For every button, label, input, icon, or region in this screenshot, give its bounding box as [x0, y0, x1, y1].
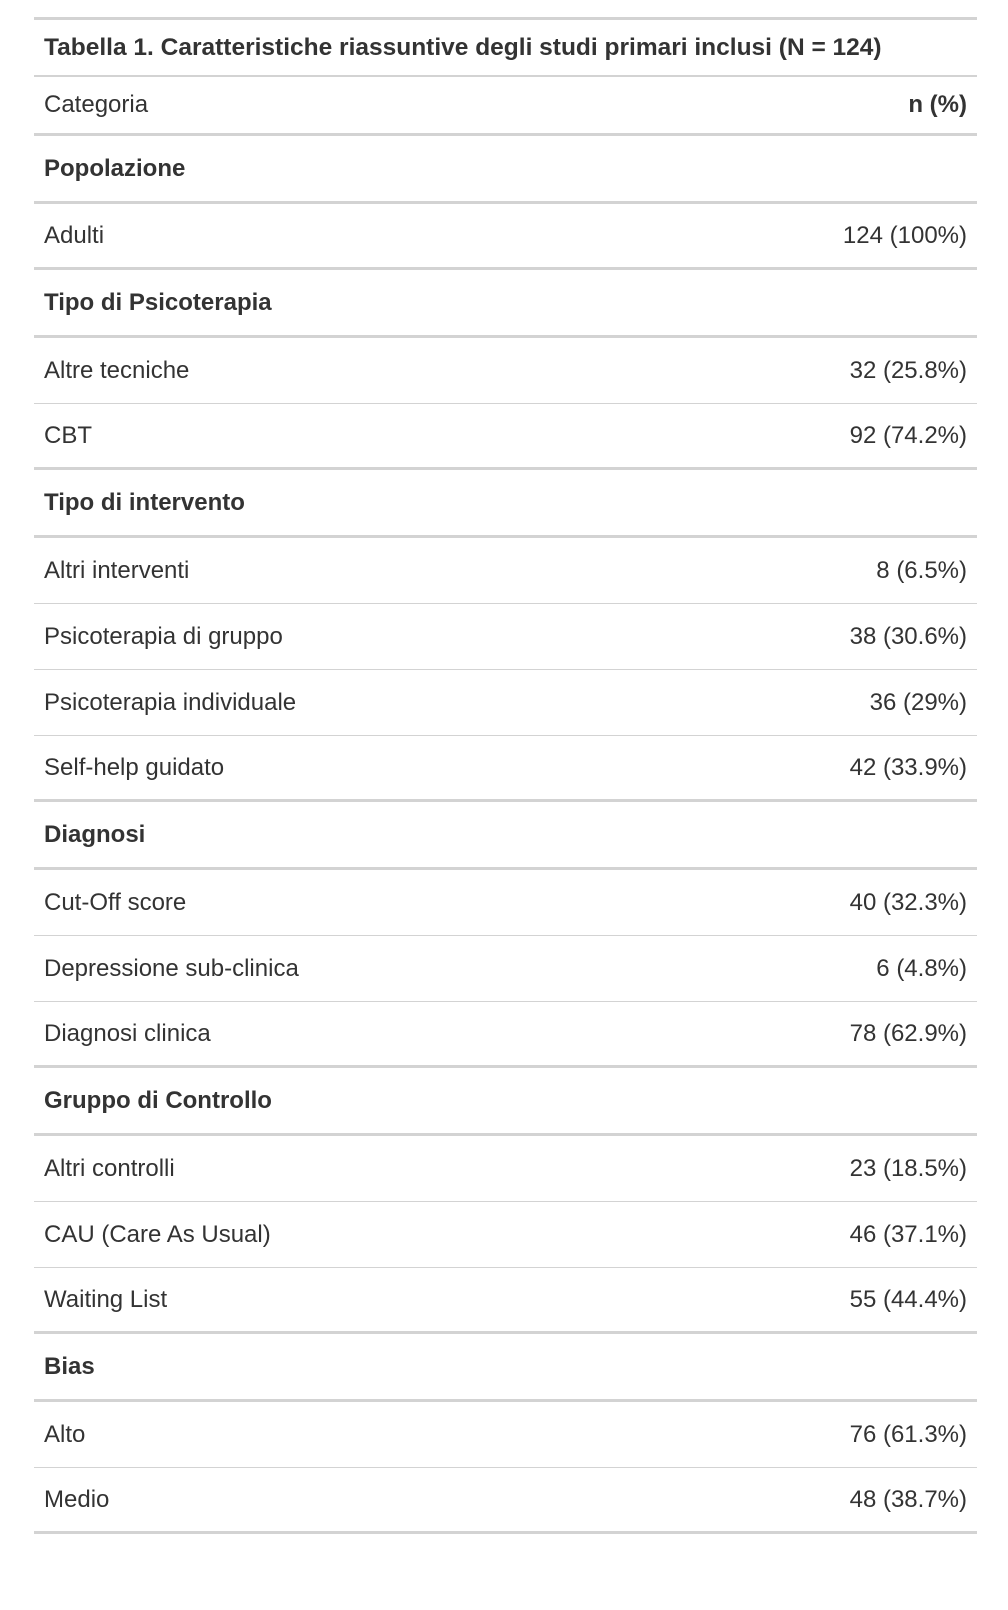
table-row: Psicoterapia di gruppo 38 (30.6%) — [34, 604, 977, 670]
table-row: Altri interventi 8 (6.5%) — [34, 538, 977, 604]
group-header-row: Diagnosi — [34, 802, 977, 870]
row-category: Psicoterapia di gruppo — [44, 622, 283, 650]
table-row: Cut-Off score 40 (32.3%) — [34, 870, 977, 936]
row-value: 46 (37.1%) — [849, 1220, 967, 1248]
row-value: 76 (61.3%) — [849, 1420, 967, 1448]
top-rule — [34, 17, 977, 20]
row-category: Altri controlli — [44, 1154, 175, 1182]
row-category: Altre tecniche — [44, 356, 190, 384]
row-value: 48 (38.7%) — [849, 1485, 967, 1513]
row-value: 6 (4.8%) — [876, 954, 967, 982]
group-label: Tipo di intervento — [44, 488, 245, 516]
row-value: 40 (32.3%) — [849, 888, 967, 916]
row-value: 8 (6.5%) — [876, 556, 967, 584]
group-label: Diagnosi — [44, 820, 146, 848]
row-value: 124 (100%) — [842, 221, 967, 249]
column-header-category: Categoria — [44, 91, 149, 118]
row-value: 78 (62.9%) — [849, 1019, 967, 1047]
column-header-value: n (%) — [908, 91, 967, 118]
group-label: Tipo di Psicoterapia — [44, 288, 272, 316]
table-row: CAU (Care As Usual) 46 (37.1%) — [34, 1202, 977, 1268]
row-category: Cut-Off score — [44, 888, 187, 916]
column-header-row: Categoria n (%) — [34, 77, 977, 136]
row-category: Waiting List — [44, 1285, 168, 1313]
row-category: Diagnosi clinica — [44, 1019, 211, 1047]
row-category: CBT — [44, 421, 92, 449]
table-row: Adulti 124 (100%) — [34, 204, 977, 270]
table-row: Diagnosi clinica 78 (62.9%) — [34, 1002, 977, 1068]
table-title: Tabella 1. Caratteristiche riassuntive d… — [34, 20, 977, 77]
row-category: Medio — [44, 1485, 110, 1513]
group-header-row: Gruppo di Controllo — [34, 1068, 977, 1136]
table-row: Self-help guidato 42 (33.9%) — [34, 736, 977, 802]
row-category: Alto — [44, 1420, 86, 1448]
summary-table: Tabella 1. Caratteristiche riassuntive d… — [34, 17, 977, 1534]
group-header-row: Popolazione — [34, 136, 977, 204]
row-value: 36 (29%) — [869, 688, 967, 716]
table-row: Psicoterapia individuale 36 (29%) — [34, 670, 977, 736]
table-row: Alto 76 (61.3%) — [34, 1402, 977, 1468]
row-value: 92 (74.2%) — [849, 421, 967, 449]
row-value: 23 (18.5%) — [849, 1154, 967, 1182]
row-category: Psicoterapia individuale — [44, 688, 297, 716]
group-label: Popolazione — [44, 154, 186, 182]
row-value: 38 (30.6%) — [849, 622, 967, 650]
group-label: Gruppo di Controllo — [44, 1086, 272, 1114]
group-header-row: Bias — [34, 1334, 977, 1402]
table-row: Altri controlli 23 (18.5%) — [34, 1136, 977, 1202]
row-value: 32 (25.8%) — [849, 356, 967, 384]
row-category: CAU (Care As Usual) — [44, 1220, 271, 1248]
table-body: Popolazione Adulti 124 (100%) Tipo di Psico… — [34, 136, 977, 1534]
table-row: CBT 92 (74.2%) — [34, 404, 977, 470]
row-value: 42 (33.9%) — [849, 753, 967, 781]
group-header-row: Tipo di Psicoterapia — [34, 270, 977, 338]
table-row: Medio 48 (38.7%) — [34, 1468, 977, 1534]
group-header-row: Tipo di intervento — [34, 470, 977, 538]
row-category: Adulti — [44, 221, 105, 249]
table-row: Depressione sub-clinica 6 (4.8%) — [34, 936, 977, 1002]
table-row: Altre tecniche 32 (25.8%) — [34, 338, 977, 404]
row-category: Self-help guidato — [44, 753, 225, 781]
table-row: Waiting List 55 (44.4%) — [34, 1268, 977, 1334]
group-label: Bias — [44, 1352, 95, 1380]
row-category: Depressione sub-clinica — [44, 954, 299, 982]
row-value: 55 (44.4%) — [849, 1285, 967, 1313]
row-category: Altri interventi — [44, 556, 190, 584]
